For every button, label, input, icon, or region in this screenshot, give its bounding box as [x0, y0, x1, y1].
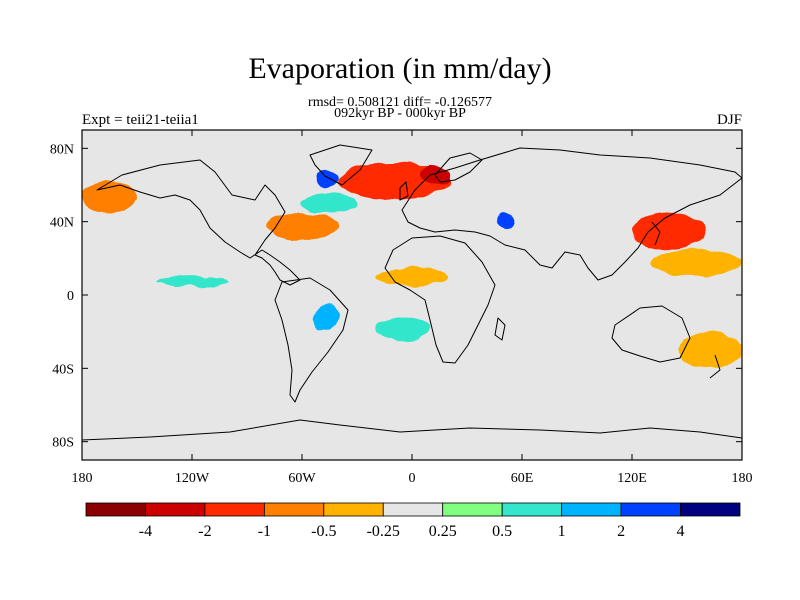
lat-tick-label: 80N [50, 142, 74, 157]
region-south-atlantic-increase [375, 317, 431, 341]
scandinavia-coastline [434, 152, 483, 183]
north-america-coastline [96, 159, 301, 286]
colorbar-label: 1 [558, 523, 566, 540]
colorbar-label: 2 [617, 523, 625, 540]
colorbar-label: -2 [198, 523, 211, 540]
lon-tick-label: 60E [511, 471, 534, 486]
south-america-coastline [274, 277, 349, 403]
region-gulf-stream-deficit [265, 212, 339, 240]
colorbar-swatch [442, 502, 503, 517]
colorbar-label: -4 [139, 523, 152, 540]
lon-tick-label: 120E [617, 471, 647, 486]
period-line: 092kyr BP - 000kyr BP [334, 106, 466, 121]
greenland-coastline [309, 144, 373, 186]
lon-tick-label: 180 [732, 471, 753, 486]
plot-title: Evaporation (in mm/day) [248, 52, 552, 85]
japan-coastline [651, 221, 661, 246]
region-south-indian-deficit [467, 331, 632, 378]
region-north-atlantic-deficit [338, 163, 449, 200]
region-labrador-increase [316, 170, 339, 189]
lon-tick-label: 60W [288, 471, 316, 486]
colorbar-swatch [561, 502, 622, 517]
region-mid-atlantic-increase [302, 194, 357, 213]
antarctica-coastline [82, 419, 742, 441]
colorbar: -4 -2 -1 -0.5 -0.25 0.25 0.5 1 2 4 [85, 502, 741, 540]
region-tropical-atlantic-deficit [375, 267, 449, 286]
region-south-america-east-increase [311, 304, 339, 332]
lon-tick-label: 120W [175, 471, 210, 486]
region-caspian-increase [498, 212, 513, 228]
colorbar-label: 0.5 [492, 523, 512, 540]
lon-tick-label: 0 [409, 471, 416, 486]
colorbar-label: -1 [258, 523, 271, 540]
experiment-label: Expt = teii21-teiia1 [82, 112, 199, 128]
region-bering-deficit [82, 181, 137, 213]
british-isles-coastline [399, 181, 409, 201]
lat-tick-label: 40S [52, 362, 74, 377]
season-label: DJF [716, 112, 742, 128]
eurasia-coastline [401, 147, 742, 281]
region-norwegian-sea-deficit [421, 166, 449, 185]
colorbar-label: -0.25 [367, 523, 400, 540]
region-west-pacific-deficit [650, 249, 742, 277]
region-equatorial-pacific-increase [155, 276, 229, 286]
lat-tick-label: 80S [52, 436, 74, 451]
new-zealand-coastline [709, 354, 721, 379]
colorbar-swatch [501, 502, 563, 517]
colorbar-swatch [263, 502, 325, 517]
colorbar-swatch [85, 502, 146, 517]
colorbar-swatch [680, 502, 741, 517]
colorbar-swatch [323, 502, 384, 517]
region-australia-east-deficit [677, 331, 742, 369]
australia-coastline [611, 305, 691, 363]
lat-tick-label: 40N [50, 216, 74, 231]
region-kuroshio-deficit [632, 212, 706, 250]
colorbar-label: 4 [677, 523, 685, 540]
region-south-atlantic-deficit [320, 340, 412, 369]
colorbar-label: 0.25 [429, 523, 457, 540]
lat-tick-label: 0 [67, 289, 74, 304]
colorbar-label: -0.5 [311, 523, 336, 540]
madagascar-coastline [494, 317, 506, 341]
lon-tick-label: 180 [72, 471, 93, 486]
region-south-pacific-deficit [82, 340, 211, 378]
colorbar-swatch [204, 502, 265, 517]
colorbar-swatch [620, 502, 681, 517]
stats-line: rmsd= 0.508121 diff= -0.126577 [308, 95, 492, 110]
africa-coastline [384, 235, 496, 364]
colorbar-swatch [145, 502, 206, 517]
colorbar-swatch [382, 502, 444, 517]
